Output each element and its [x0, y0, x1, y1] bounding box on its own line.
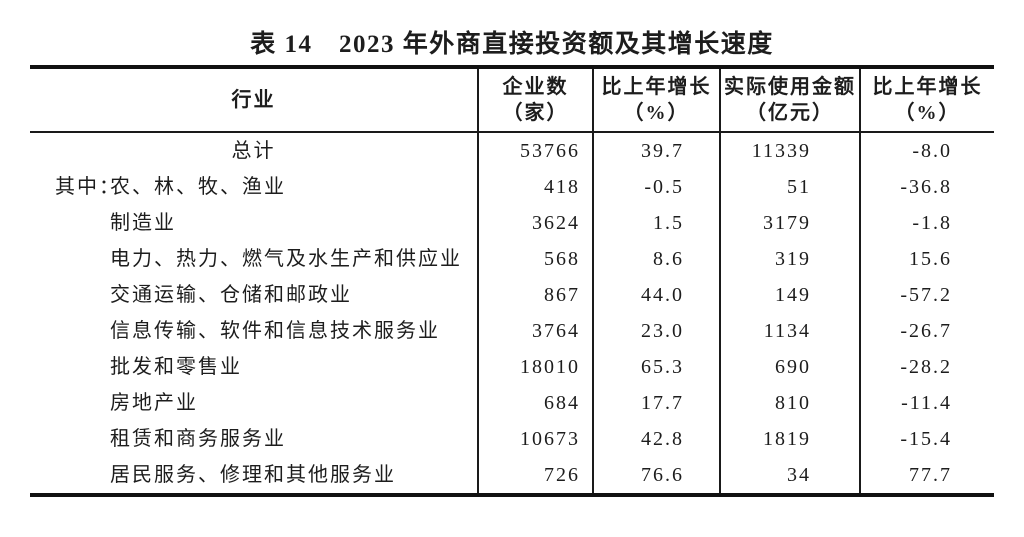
table-row: 交通运输、仓储和邮政业 867 44.0 149 -57.2 [30, 277, 994, 313]
enterprises-growth-cell: 1.5 [592, 205, 720, 241]
col-header-amount-growth-line2: （%） [894, 102, 961, 124]
table-header: 行业 企业数 （家） 比上年增长 （%） 实际使用金额 （亿元） 比上年增长 （… [30, 67, 994, 133]
amount-used-cell: 319 [719, 241, 860, 277]
table-body: 总计 53766 39.7 11339 -8.0 其中： 农、林、牧、渔业 418 -0.5 51… [30, 132, 994, 495]
table-row: 租赁和商务服务业 10673 42.8 1819 -15.4 [30, 421, 994, 457]
industry-label: 房地产业 [110, 392, 198, 414]
table-row: 信息传输、软件和信息技术服务业 3764 23.0 1134 -26.7 [30, 313, 994, 349]
enterprises-cell: 3624 [477, 205, 593, 241]
col-header-amount-growth-line1: 比上年增长 [872, 76, 983, 98]
enterprises-cell: 418 [477, 169, 593, 205]
table-title-wrap: 表 14 2023 年外商直接投资额及其增长速度 [0, 24, 1024, 68]
col-header-enterprise-growth: 比上年增长 （%） [592, 67, 720, 133]
col-header-enterprises-line2: （家） [502, 102, 569, 124]
amount-growth-cell: -28.2 [859, 349, 994, 385]
amount-growth-cell: -57.2 [859, 277, 994, 313]
table-row: 制造业 3624 1.5 3179 -1.8 [30, 205, 994, 241]
enterprises-cell: 568 [477, 241, 593, 277]
enterprises-growth-cell: 39.7 [592, 132, 720, 169]
industry-cell: 制造业 [30, 205, 478, 241]
enterprises-cell: 18010 [477, 349, 593, 385]
col-header-amount-used-line1: 实际使用金额 [724, 76, 856, 98]
col-header-enterprise-growth-line2: （%） [623, 102, 690, 124]
amount-used-cell: 690 [719, 349, 860, 385]
enterprises-growth-cell: 8.6 [592, 241, 720, 277]
industry-cell: 房地产业 [30, 385, 478, 421]
industry-label: 农、林、牧、渔业 [110, 176, 286, 198]
col-header-enterprises: 企业数 （家） [477, 67, 593, 133]
industry-cell: 批发和零售业 [30, 349, 478, 385]
enterprises-cell: 10673 [477, 421, 593, 457]
industry-cell: 其中： 农、林、牧、渔业 [30, 169, 478, 205]
enterprises-cell: 3764 [477, 313, 593, 349]
industry-label: 制造业 [110, 212, 176, 234]
col-header-amount-growth: 比上年增长 （%） [859, 67, 994, 133]
enterprises-growth-cell: 42.8 [592, 421, 720, 457]
industry-cell: 电力、热力、燃气及水生产和供应业 [30, 241, 478, 277]
amount-growth-cell: 77.7 [859, 457, 994, 495]
amount-growth-cell: -36.8 [859, 169, 994, 205]
industry-label: 交通运输、仓储和邮政业 [110, 284, 352, 306]
industry-label: 总计 [231, 140, 276, 162]
table-title: 表 14 2023 年外商直接投资额及其增长速度 [246, 24, 778, 68]
amount-used-cell: 1134 [719, 313, 860, 349]
industry-cell: 居民服务、修理和其他服务业 [30, 457, 478, 495]
industry-cell: 交通运输、仓储和邮政业 [30, 277, 478, 313]
table-row: 其中： 农、林、牧、渔业 418 -0.5 51 -36.8 [30, 169, 994, 205]
amount-used-cell: 149 [719, 277, 860, 313]
amount-growth-cell: -26.7 [859, 313, 994, 349]
amount-used-cell: 3179 [719, 205, 860, 241]
industry-cell: 租赁和商务服务业 [30, 421, 478, 457]
amount-used-cell: 11339 [719, 132, 860, 169]
enterprises-cell: 867 [477, 277, 593, 313]
amount-used-cell: 810 [719, 385, 860, 421]
col-header-amount-used: 实际使用金额 （亿元） [719, 67, 860, 133]
industry-label: 租赁和商务服务业 [110, 428, 286, 450]
fdi-statistics-table: 行业 企业数 （家） 比上年增长 （%） 实际使用金额 （亿元） 比上年增长 （… [30, 65, 994, 497]
table-row: 批发和零售业 18010 65.3 690 -28.2 [30, 349, 994, 385]
industry-cell: 信息传输、软件和信息技术服务业 [30, 313, 478, 349]
col-header-amount-used-line2: （亿元） [746, 102, 834, 124]
enterprises-growth-cell: 76.6 [592, 457, 720, 495]
col-header-enterprises-line1: 企业数 [502, 76, 569, 98]
amount-growth-cell: -15.4 [859, 421, 994, 457]
industry-label: 电力、热力、燃气及水生产和供应业 [110, 248, 462, 270]
enterprises-growth-cell: 17.7 [592, 385, 720, 421]
enterprises-growth-cell: -0.5 [592, 169, 720, 205]
industry-label: 批发和零售业 [110, 356, 242, 378]
industry-label: 居民服务、修理和其他服务业 [110, 464, 396, 486]
header-row: 行业 企业数 （家） 比上年增长 （%） 实际使用金额 （亿元） 比上年增长 （… [30, 67, 994, 133]
enterprises-cell: 684 [477, 385, 593, 421]
enterprises-growth-cell: 65.3 [592, 349, 720, 385]
amount-growth-cell: 15.6 [859, 241, 994, 277]
table-row: 居民服务、修理和其他服务业 726 76.6 34 77.7 [30, 457, 994, 495]
enterprises-cell: 53766 [477, 132, 593, 169]
amount-growth-cell: -8.0 [859, 132, 994, 169]
amount-growth-cell: -11.4 [859, 385, 994, 421]
col-header-enterprise-growth-line1: 比上年增长 [601, 76, 712, 98]
table-row: 总计 53766 39.7 11339 -8.0 [30, 132, 994, 169]
amount-growth-cell: -1.8 [859, 205, 994, 241]
col-header-industry: 行业 [30, 67, 478, 133]
enterprises-growth-cell: 23.0 [592, 313, 720, 349]
table-row: 房地产业 684 17.7 810 -11.4 [30, 385, 994, 421]
table-row: 电力、热力、燃气及水生产和供应业 568 8.6 319 15.6 [30, 241, 994, 277]
amount-used-cell: 1819 [719, 421, 860, 457]
amount-used-cell: 51 [719, 169, 860, 205]
enterprises-growth-cell: 44.0 [592, 277, 720, 313]
enterprises-cell: 726 [477, 457, 593, 495]
industry-label: 信息传输、软件和信息技术服务业 [110, 320, 440, 342]
industry-cell: 总计 [30, 132, 478, 169]
row-group-prefix: 其中： [55, 176, 121, 198]
amount-used-cell: 34 [719, 457, 860, 495]
